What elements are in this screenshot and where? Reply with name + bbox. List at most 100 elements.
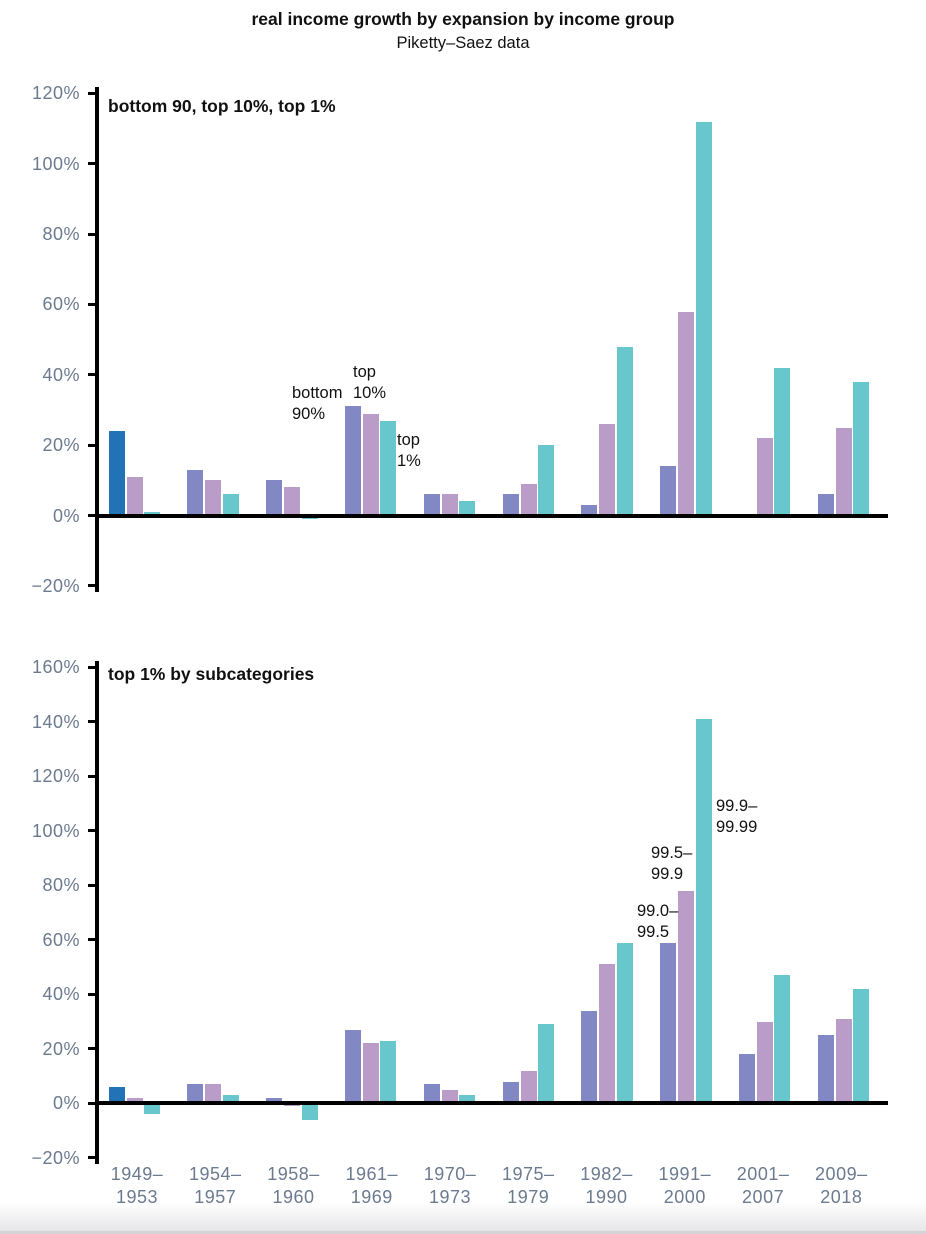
bar	[284, 487, 301, 516]
bar	[520, 1070, 537, 1104]
x-category-line1: 1958–	[267, 1164, 320, 1184]
subtitle: Piketty–Saez data	[396, 34, 530, 52]
y-tick-mark	[88, 91, 96, 95]
series-annotation: 99.5– 99.9	[651, 844, 693, 883]
bar	[380, 420, 397, 516]
y-axis-line	[95, 661, 99, 1164]
bar	[301, 1103, 318, 1120]
y-tick-mark	[88, 162, 96, 166]
y-tick-label: 40%	[42, 984, 80, 1005]
x-category-line1: 1970–	[423, 1164, 477, 1184]
bar	[187, 1084, 204, 1104]
series-annotation: bottom 90%	[292, 384, 343, 423]
page-bottom-edge	[0, 1231, 926, 1234]
y-tick-label: 0%	[52, 1093, 80, 1114]
series-annotation: 99.9– 99.99	[716, 797, 758, 836]
bar	[266, 1097, 283, 1104]
panel-title: bottom 90, top 10%, top 1%	[108, 96, 336, 116]
bar	[853, 988, 870, 1104]
y-tick-mark	[88, 720, 96, 724]
bar	[108, 1086, 125, 1104]
y-tick-label: 80%	[42, 875, 80, 896]
bar	[581, 504, 598, 516]
y-tick-label: 60%	[42, 294, 80, 315]
bar	[362, 1043, 379, 1104]
y-tick-label: 100%	[31, 820, 80, 841]
y-tick-mark	[88, 1101, 96, 1105]
bar	[380, 1040, 397, 1104]
y-tick-mark	[88, 992, 96, 996]
bar	[502, 1081, 519, 1104]
y-tick-mark	[88, 514, 96, 517]
main-title: real income growth by expansion by incom…	[251, 9, 675, 29]
y-tick-mark	[88, 302, 96, 306]
x-category-line1: 1961–	[345, 1164, 399, 1184]
bar	[695, 719, 712, 1104]
y-tick-mark	[88, 443, 96, 447]
bar	[538, 445, 554, 516]
x-category-line1: 1982–	[580, 1164, 633, 1184]
y-tick-mark	[88, 829, 96, 833]
y-tick-mark	[88, 665, 96, 669]
bar	[817, 494, 834, 516]
bar	[441, 494, 458, 516]
y-axis-line	[95, 87, 99, 592]
y-tick-mark	[88, 883, 96, 887]
bar	[817, 1035, 834, 1104]
bar	[222, 494, 239, 516]
bar	[502, 494, 519, 516]
bar	[344, 406, 361, 516]
bar	[695, 121, 712, 516]
bar	[266, 480, 283, 516]
bar	[599, 964, 616, 1104]
y-tick-label: 20%	[42, 435, 80, 456]
y-tick-label: 120%	[31, 83, 80, 104]
y-tick-label: −20%	[31, 575, 80, 596]
bar	[835, 427, 852, 516]
y-tick-mark	[88, 232, 96, 236]
bar	[616, 942, 633, 1104]
x-category-line1: 1949–	[110, 1164, 164, 1184]
x-category-line1: 1975–	[502, 1164, 555, 1184]
x-category-line1: 1954–	[188, 1164, 242, 1184]
bar	[144, 1103, 160, 1115]
x-category-line1: 2001–	[736, 1164, 790, 1184]
bar	[756, 438, 773, 516]
y-tick-label: −20%	[31, 1147, 80, 1168]
bar	[678, 890, 695, 1104]
y-tick-label: 60%	[42, 929, 80, 950]
bar	[756, 1021, 773, 1104]
bar	[205, 1084, 222, 1104]
y-tick-label: 80%	[42, 224, 80, 245]
bar	[520, 483, 537, 516]
y-tick-label: 0%	[52, 505, 80, 526]
x-category-line1: 2009–	[815, 1164, 868, 1184]
y-tick-mark	[88, 1047, 96, 1051]
bar	[678, 311, 695, 516]
page-bottom-fade	[0, 1202, 926, 1231]
bar	[738, 1054, 755, 1104]
y-tick-mark	[88, 584, 96, 588]
bar	[222, 1095, 239, 1104]
bar	[187, 469, 204, 516]
bar	[538, 1024, 554, 1104]
y-tick-label: 20%	[42, 1038, 80, 1059]
bar	[441, 1089, 458, 1104]
y-tick-label: 120%	[31, 766, 80, 787]
zero-axis-line	[95, 1101, 888, 1106]
y-tick-mark	[88, 1156, 96, 1160]
y-tick-label: 140%	[31, 711, 80, 732]
y-tick-mark	[88, 774, 96, 778]
bar	[599, 424, 616, 516]
bar	[459, 1095, 476, 1104]
panel-title: top 1% by subcategories	[108, 664, 315, 684]
zero-axis-line	[95, 513, 888, 518]
bar	[126, 1097, 143, 1104]
bar	[774, 367, 791, 516]
bar	[423, 494, 440, 516]
bar	[459, 501, 476, 516]
y-tick-mark	[88, 373, 96, 377]
series-annotation: 99.0– 99.5	[637, 902, 679, 941]
x-category-line1: 1991–	[658, 1164, 712, 1184]
